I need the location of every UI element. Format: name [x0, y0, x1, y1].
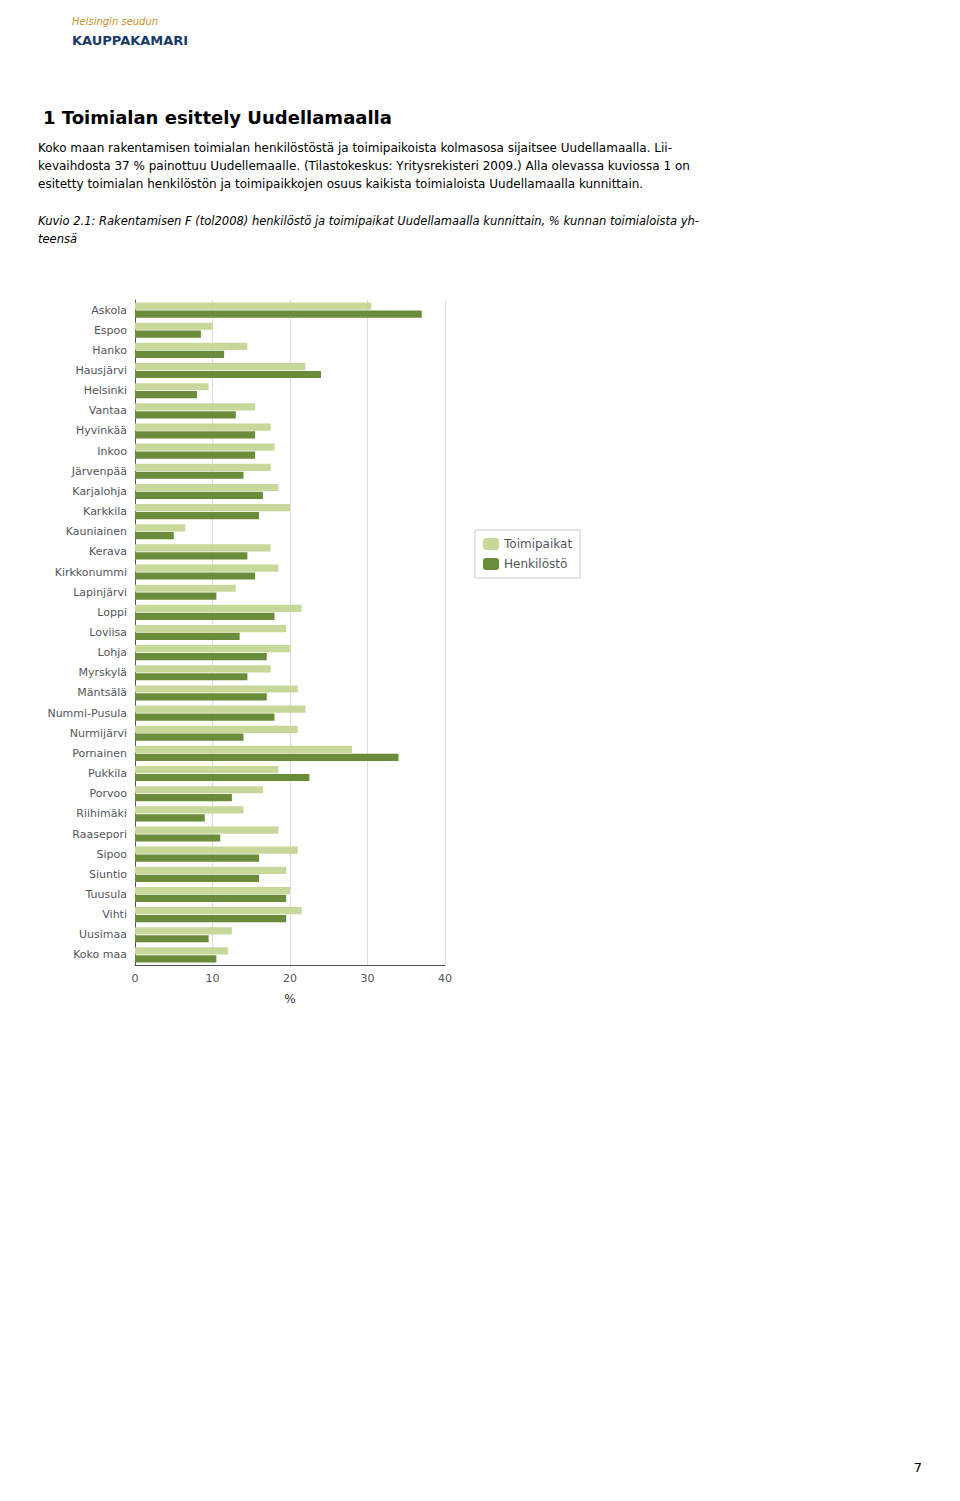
svg-text:Hanko: Hanko: [92, 344, 127, 357]
svg-text:10: 10: [206, 972, 220, 985]
svg-text:Sipoo: Sipoo: [97, 848, 128, 861]
svg-text:Riihimäki: Riihimäki: [76, 807, 127, 820]
svg-text:%: %: [284, 992, 295, 1006]
svg-text:Loviisa: Loviisa: [89, 626, 127, 639]
svg-text:Hausjärvi: Hausjärvi: [75, 364, 127, 377]
svg-text:Uusimaa: Uusimaa: [79, 928, 127, 941]
svg-text:Karjalohja: Karjalohja: [72, 485, 127, 498]
svg-text:Henkilöstö: Henkilöstö: [504, 557, 567, 571]
svg-text:Pornainen: Pornainen: [72, 747, 127, 760]
svg-text:Vantaa: Vantaa: [89, 404, 127, 417]
svg-text:Lohja: Lohja: [98, 646, 127, 659]
svg-text:0: 0: [132, 972, 139, 985]
svg-text:Mäntsälä: Mäntsälä: [77, 686, 127, 699]
svg-text:Helsingin seudun: Helsingin seudun: [72, 16, 158, 27]
svg-text:kevaihdosta 37 % painottuu Uud: kevaihdosta 37 % painottuu Uudellemaalle…: [38, 159, 690, 173]
svg-text:Kuvio 2.1: Rakentamisen F (tol: Kuvio 2.1: Rakentamisen F (tol2008) henk…: [38, 214, 699, 228]
svg-text:Karkkila: Karkkila: [83, 505, 127, 518]
svg-text:7: 7: [914, 1460, 922, 1475]
svg-text:Siuntio: Siuntio: [89, 868, 127, 881]
svg-text:Myrskylä: Myrskylä: [78, 666, 127, 679]
svg-text:Helsinki: Helsinki: [84, 384, 127, 397]
svg-text:Nummi-Pusula: Nummi-Pusula: [47, 707, 127, 720]
svg-text:Pukkila: Pukkila: [88, 767, 127, 780]
svg-text:Koko maa: Koko maa: [73, 948, 127, 961]
svg-text:Kauniainen: Kauniainen: [66, 525, 127, 538]
svg-text:Toimipaikat: Toimipaikat: [503, 537, 572, 551]
svg-text:Loppi: Loppi: [97, 606, 127, 619]
svg-text:Tuusula: Tuusula: [85, 888, 128, 901]
svg-text:Porvoo: Porvoo: [90, 787, 128, 800]
svg-text:Järvenpää: Järvenpää: [71, 465, 127, 478]
svg-text:Lapinjärvi: Lapinjärvi: [73, 586, 127, 599]
svg-text:Inkoo: Inkoo: [97, 445, 127, 458]
svg-text:Kirkkonummi: Kirkkonummi: [55, 566, 127, 579]
svg-text:30: 30: [361, 972, 375, 985]
svg-text:40: 40: [438, 972, 452, 985]
svg-text:Espoo: Espoo: [94, 324, 127, 337]
svg-text:Hyvinkää: Hyvinkää: [76, 424, 127, 437]
svg-text:teensä: teensä: [38, 232, 77, 246]
svg-text:Koko maan rakentamisen toimial: Koko maan rakentamisen toimialan henkilö…: [38, 141, 672, 155]
svg-text:Raasepori: Raasepori: [72, 828, 127, 841]
svg-text:20: 20: [283, 972, 297, 985]
svg-text:1 Toimialan esittely Uudellama: 1 Toimialan esittely Uudellamaalla: [43, 107, 392, 128]
svg-text:Vihti: Vihti: [102, 908, 127, 921]
svg-text:KAUPPAKAMARI: KAUPPAKAMARI: [72, 33, 188, 48]
svg-text:esitetty toimialan henkilöstön: esitetty toimialan henkilöstön ja toimip…: [38, 177, 643, 191]
svg-text:Askola: Askola: [91, 304, 127, 317]
svg-text:Kerava: Kerava: [89, 545, 127, 558]
svg-text:Nurmijärvi: Nurmijärvi: [70, 727, 127, 740]
